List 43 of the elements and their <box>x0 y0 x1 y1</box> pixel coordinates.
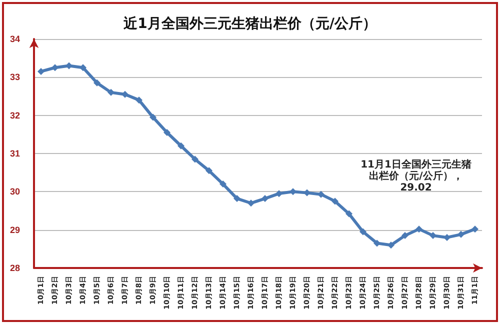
point <box>332 198 338 205</box>
point <box>206 167 212 174</box>
point <box>164 129 170 136</box>
point <box>388 242 394 249</box>
y-tick-label: 31 <box>10 148 20 158</box>
point <box>416 226 422 233</box>
point <box>290 188 296 196</box>
point <box>94 79 100 86</box>
point <box>192 156 198 163</box>
point <box>234 195 240 202</box>
y-tick-label: 34 <box>10 34 20 44</box>
point <box>360 228 366 236</box>
point <box>458 230 464 238</box>
point <box>150 114 156 121</box>
point <box>108 88 114 96</box>
y-tick-label: 32 <box>10 110 20 120</box>
y-tick-label: 29 <box>10 224 20 235</box>
chart-title: 近1月全国外三元生猪出栏价（元/公斤） <box>122 15 376 32</box>
annotation: 出栏价（元/公斤）， <box>369 170 463 182</box>
point <box>276 190 282 198</box>
point <box>430 232 436 240</box>
point <box>220 180 226 188</box>
point <box>444 234 450 241</box>
annotation: 11月1日全国外三元生猪 <box>360 158 472 170</box>
y-tick-label: 33 <box>10 72 20 82</box>
point <box>402 232 408 240</box>
point <box>122 90 128 98</box>
annotation: 29.02 <box>400 182 432 194</box>
y-tick-label: 28 <box>10 263 20 273</box>
point <box>374 240 380 247</box>
point <box>318 190 324 198</box>
point <box>38 68 44 75</box>
y-tick-label: 30 <box>10 186 20 197</box>
point <box>178 142 184 150</box>
point <box>346 210 352 218</box>
point <box>136 96 142 104</box>
point <box>304 189 310 196</box>
point <box>262 195 268 202</box>
point <box>472 226 478 233</box>
point <box>52 64 58 72</box>
point <box>80 64 86 72</box>
point <box>66 62 72 70</box>
point <box>248 200 254 207</box>
